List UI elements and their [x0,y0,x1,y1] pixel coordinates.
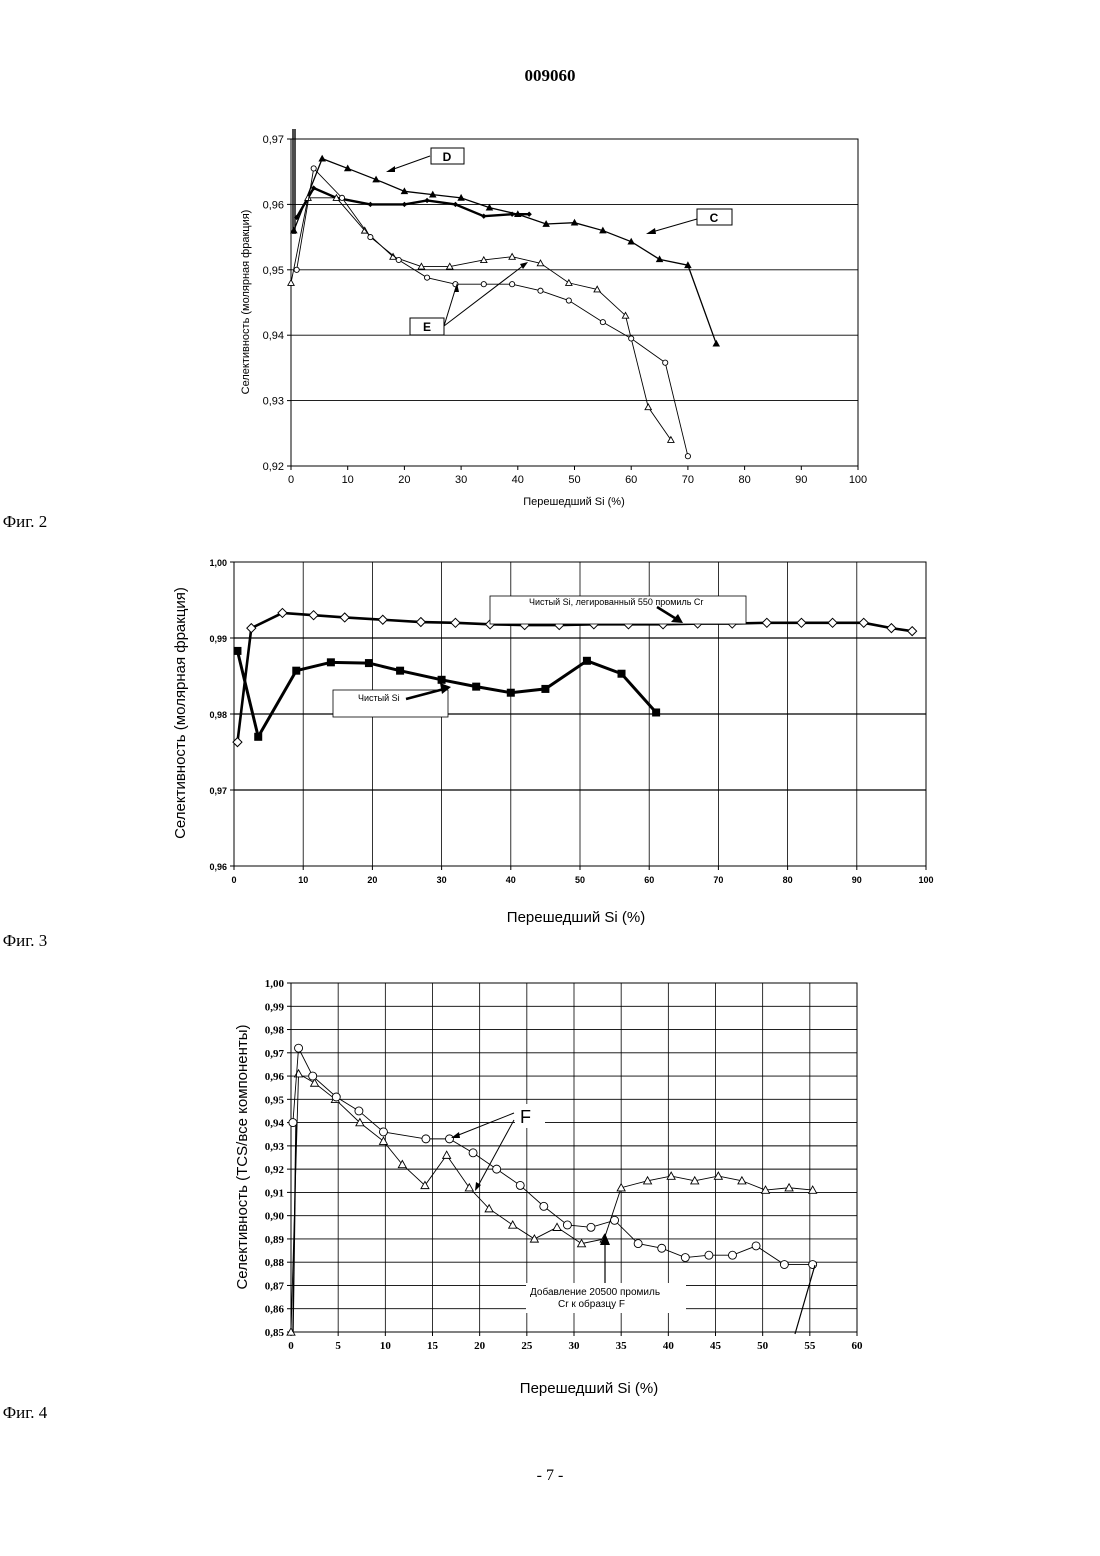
y-tick-label: 0,90 [265,1211,285,1223]
y-tick-label: 0,98 [265,1025,285,1037]
figure-4-caption: Фиг. 4 [0,1403,575,1423]
data-point [540,1202,548,1210]
x-axis-label: Перешедший Si (%) [520,1380,658,1397]
y-tick-label: 0,94 [265,1118,285,1130]
annotation-f-text: F [520,1107,531,1127]
y-tick-label: 0,88 [265,1257,285,1269]
data-point [493,1165,501,1173]
x-tick-label: 60 [852,1340,864,1352]
annotation-cr-line1: Добавление 20500 промиль [530,1286,660,1298]
x-tick-label: 5 [335,1340,341,1352]
x-tick-label: 30 [569,1340,581,1352]
y-tick-label: 0,93 [265,1141,285,1153]
y-tick-label: 0,92 [265,1164,285,1176]
data-point [752,1242,760,1250]
data-point [634,1240,642,1248]
y-axis-label: Селективность (TCS/все компоненты) [234,1024,251,1289]
x-tick-label: 40 [663,1340,675,1352]
figure-4-chart: 0,85 0,86 0,87 0,88 0,89 0,90 0,91 0,92 0,93 0,94… [0,0,1100,1420]
data-point [445,1135,453,1143]
annotation-cr-line2: Cr к образцу F [558,1298,625,1310]
data-point [611,1216,619,1224]
y-tick-label: 0,87 [265,1280,285,1292]
y-tick-labels: 0,85 0,86 0,87 0,88 0,89 0,90 0,91 0,92 0,93 0,94… [265,978,285,1339]
y-tick-label: 0,91 [265,1187,284,1199]
data-point [465,1184,473,1191]
data-point [809,1261,817,1269]
data-point [563,1221,571,1229]
data-point [379,1137,387,1144]
data-point [443,1151,451,1158]
x-tick-label: 15 [427,1340,439,1352]
y-tick-label: 0,86 [265,1304,285,1316]
y-tick-label: 0,85 [265,1327,285,1339]
y-tick-label: 0,96 [265,1071,285,1083]
data-point [379,1128,387,1136]
data-point [332,1093,340,1101]
x-tick-labels: 0 5 10 15 20 25 30 35 40 45 50 55 60 [288,1340,863,1352]
x-tick-label: 25 [521,1340,533,1352]
data-point [295,1070,303,1077]
data-point [785,1184,793,1191]
x-tick-label: 55 [804,1340,816,1352]
data-point [658,1244,666,1252]
data-point [295,1044,303,1052]
x-tick-label: 10 [380,1340,392,1352]
data-point [516,1181,524,1189]
data-point [681,1254,689,1262]
data-point [422,1135,430,1143]
data-point [705,1251,713,1259]
drop-line [795,1265,815,1334]
x-tick-label: 0 [288,1340,294,1352]
x-tick-label: 50 [757,1340,769,1352]
y-tick-label: 0,95 [265,1094,285,1106]
x-tick-label: 45 [710,1340,722,1352]
y-tick-label: 0,89 [265,1234,285,1246]
data-point [553,1223,561,1230]
y-tick-label: 0,99 [265,1001,285,1013]
data-point [780,1261,788,1269]
vertical-spike-line [293,1125,296,1332]
annotation-f: F [451,1104,545,1191]
data-point [309,1072,317,1080]
data-point [355,1107,363,1115]
data-point [469,1149,477,1157]
y-tick-label: 1,00 [265,978,285,990]
x-tick-label: 35 [616,1340,628,1352]
x-tick-label: 20 [474,1340,486,1352]
y-tick-label: 0,97 [265,1048,285,1060]
series-line [293,1048,813,1264]
data-point [728,1251,736,1259]
data-point [509,1221,517,1228]
page-number: - 7 - [0,1467,1100,1485]
data-point [587,1223,595,1231]
